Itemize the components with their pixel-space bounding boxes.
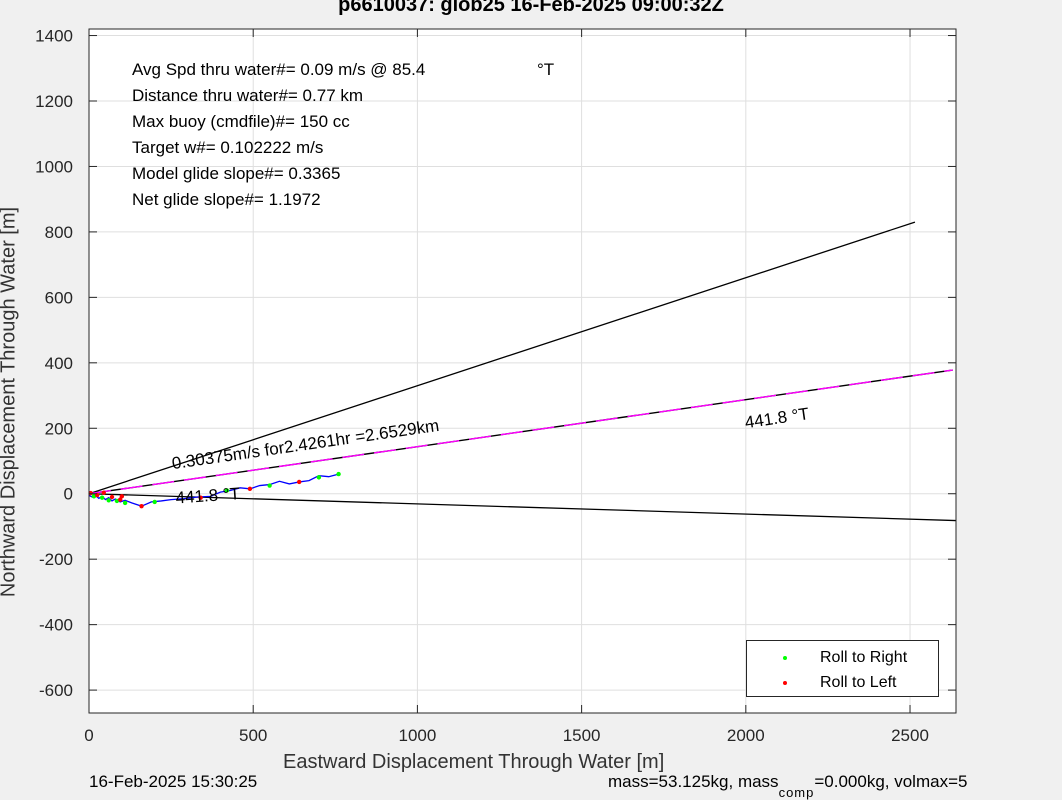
y-tick-label: -400 — [39, 616, 73, 635]
legend: Roll to Right Roll to Left — [746, 640, 939, 697]
y-tick-label: 1000 — [35, 157, 73, 176]
marker-roll-to-left — [119, 494, 125, 499]
x-axis-label: Eastward Displacement Through Water [m] — [283, 751, 665, 773]
stat-model-glide: Model glide slope#= 0.3365 — [132, 164, 341, 183]
stat-max-buoy: Max buoy (cmdfile)#= 150 cc — [132, 112, 350, 131]
stat-degree-unit: °T — [537, 60, 555, 79]
stats-block: Avg Spd thru water#= 0.09 m/s @ 85.4 °T … — [132, 57, 554, 213]
grid — [88, 29, 956, 713]
x-tick-label: 2500 — [891, 726, 929, 745]
legend-label-roll-left: Roll to Left — [820, 674, 897, 691]
y-tick-label: -600 — [39, 681, 73, 700]
marker-roll-to-left — [109, 494, 115, 500]
y-tick-label: 1200 — [35, 92, 73, 111]
chart-title: p6610037: glob25 16-Feb-2025 09:00:32Z — [338, 0, 724, 16]
footer-mass: mass=53.125kg, masscomp=0.000kg, volmax=… — [608, 772, 968, 800]
line-heading-upper-bound — [88, 221, 916, 495]
axes: 0 500 1000 1500 2000 2500 -600 -400 -200 0 200 400 6… — [35, 27, 957, 745]
line-track — [88, 473, 339, 507]
legend-marker-red — [783, 681, 787, 685]
legend-label-roll-right: Roll to Right — [820, 649, 908, 666]
legend-item-roll-right: Roll to Right — [747, 649, 938, 669]
footer-mass-subscript: comp — [778, 785, 815, 800]
series-layer — [88, 221, 957, 522]
marker-roll-to-right — [122, 500, 128, 506]
line-heading-lower-bound — [88, 493, 957, 522]
y-axis-label: Northward Displacement Through Water [m] — [0, 206, 20, 598]
stat-distance: Distance thru water#= 0.77 km — [132, 86, 364, 105]
current-line-dash — [88, 369, 953, 495]
footer-mass-rest: =0.000kg, volmax=5 — [814, 772, 968, 791]
axes-box — [88, 28, 957, 714]
y-tick-label: 0 — [64, 485, 73, 504]
y-tick-label: 800 — [45, 223, 73, 242]
plot-area — [89, 29, 956, 713]
marker-roll-to-left — [247, 486, 253, 492]
chart-annotation: 441.8 °T — [175, 484, 241, 507]
x-tick-label: 2000 — [727, 726, 765, 745]
marker-roll-to-left — [101, 490, 106, 495]
x-tick-label: 500 — [239, 726, 267, 745]
marker-roll-to-right — [224, 488, 230, 493]
marker-roll-to-right — [106, 498, 111, 503]
y-tick-label: -200 — [39, 550, 73, 569]
y-tick-label: 400 — [45, 354, 73, 373]
x-tick-label: 1500 — [563, 726, 601, 745]
stat-net-glide: Net glide slope#= 1.1972 — [132, 190, 321, 209]
legend-marker-green — [783, 656, 787, 660]
marker-roll-to-right — [316, 475, 322, 480]
marker-roll-to-left — [139, 503, 144, 509]
y-tick-label: 200 — [45, 419, 73, 438]
x-tick-label: 1000 — [398, 726, 436, 745]
marker-roll-to-right — [152, 499, 157, 505]
y-tick-label: 1400 — [35, 27, 73, 46]
marker-roll-to-right — [99, 495, 105, 500]
y-tick-label: 600 — [45, 288, 73, 307]
x-tick-label: 0 — [84, 726, 93, 745]
stat-target-w: Target w#= 0.102222 m/s — [132, 138, 324, 157]
marker-roll-to-left — [296, 479, 302, 485]
marker-roll-to-right — [336, 471, 341, 477]
marker-roll-to-left — [117, 497, 123, 502]
marker-roll-to-right — [267, 483, 272, 488]
footer-timestamp: 16-Feb-2025 15:30:25 — [89, 772, 258, 791]
footer-mass-text: mass=53.125kg, mass — [608, 772, 779, 791]
stat-avg-speed: Avg Spd thru water#= 0.09 m/s @ 85.4 — [132, 60, 426, 79]
marker-roll-to-left — [198, 495, 203, 500]
legend-item-roll-left: Roll to Left — [747, 674, 938, 694]
